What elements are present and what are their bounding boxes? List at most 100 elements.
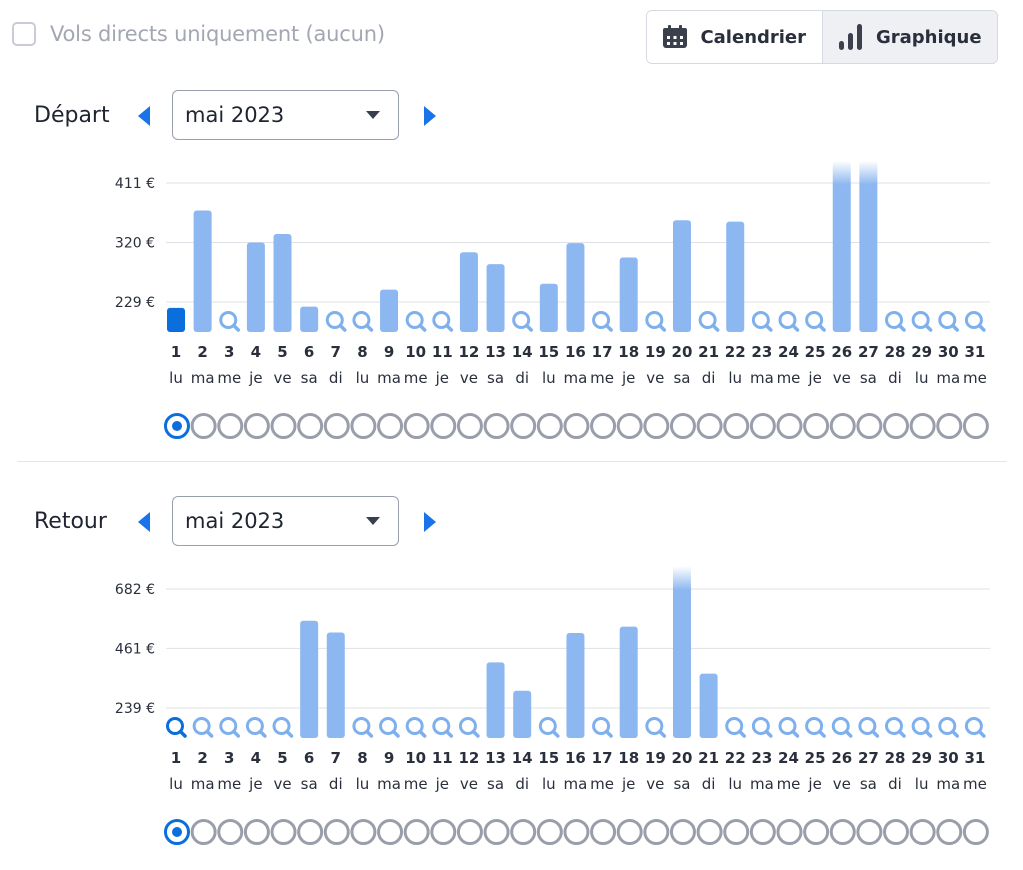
search-icon[interactable]: [379, 717, 400, 738]
day-radio-selected[interactable]: [164, 413, 190, 439]
day-radio[interactable]: [962, 819, 989, 845]
calendar-view-button[interactable]: Calendrier: [647, 11, 823, 63]
day-radio[interactable]: [377, 413, 404, 439]
day-radio[interactable]: [190, 413, 217, 439]
day-radio[interactable]: [749, 413, 776, 439]
search-icon[interactable]: [858, 717, 880, 738]
day-radio[interactable]: [723, 413, 750, 439]
chart-view-button[interactable]: Graphique: [822, 11, 997, 63]
day-radio[interactable]: [243, 413, 270, 439]
day-radio[interactable]: [856, 819, 883, 845]
day-radio-selected[interactable]: [164, 819, 190, 845]
price-bar[interactable]: [513, 690, 532, 738]
search-icon[interactable]: [219, 311, 241, 332]
day-radio[interactable]: [456, 413, 483, 439]
day-radio[interactable]: [962, 413, 989, 439]
price-bar[interactable]: [859, 160, 878, 332]
day-radio[interactable]: [829, 413, 856, 439]
price-bar[interactable]: [300, 620, 319, 738]
search-icon[interactable]: [964, 717, 986, 738]
price-bar[interactable]: [380, 289, 399, 332]
search-icon[interactable]: [512, 311, 533, 332]
search-icon[interactable]: [192, 717, 214, 738]
price-bar[interactable]: [672, 220, 691, 332]
search-icon[interactable]: [432, 717, 454, 738]
search-icon[interactable]: [698, 311, 720, 332]
price-bar[interactable]: [300, 306, 319, 332]
day-radio[interactable]: [217, 413, 244, 439]
price-bar[interactable]: [326, 632, 345, 738]
price-bar[interactable]: [246, 242, 265, 333]
day-radio[interactable]: [536, 819, 563, 845]
search-icon[interactable]: [166, 717, 187, 738]
day-radio[interactable]: [270, 413, 297, 439]
price-bar[interactable]: [699, 673, 718, 738]
arrow-left-icon[interactable]: [134, 510, 156, 534]
day-radio[interactable]: [190, 819, 217, 845]
search-icon[interactable]: [725, 717, 746, 738]
search-icon[interactable]: [805, 311, 826, 332]
day-radio[interactable]: [563, 819, 590, 845]
search-icon[interactable]: [964, 311, 986, 332]
price-bar[interactable]: [832, 160, 851, 332]
day-radio[interactable]: [643, 413, 670, 439]
search-icon[interactable]: [432, 311, 454, 332]
day-radio[interactable]: [590, 413, 617, 439]
search-icon[interactable]: [405, 717, 427, 738]
day-radio[interactable]: [323, 819, 350, 845]
price-bar[interactable]: [486, 662, 505, 738]
day-radio[interactable]: [483, 413, 510, 439]
price-bar[interactable]: [672, 566, 691, 738]
arrow-right-icon[interactable]: [418, 510, 440, 534]
day-radio[interactable]: [510, 819, 537, 845]
day-radio[interactable]: [856, 413, 883, 439]
direct-only-filter[interactable]: Vols directs uniquement (aucun): [12, 22, 385, 46]
search-icon[interactable]: [938, 311, 960, 332]
search-icon[interactable]: [751, 311, 773, 332]
search-icon[interactable]: [778, 717, 800, 738]
day-radio[interactable]: [936, 819, 963, 845]
day-radio[interactable]: [723, 819, 750, 845]
day-radio[interactable]: [377, 819, 404, 845]
day-radio[interactable]: [776, 413, 803, 439]
price-bar[interactable]: [273, 234, 292, 332]
return-month-select[interactable]: mai 2023: [172, 496, 399, 546]
departure-month-select[interactable]: mai 2023: [172, 90, 399, 140]
day-radio[interactable]: [883, 413, 910, 439]
search-icon[interactable]: [911, 311, 933, 332]
day-radio[interactable]: [616, 819, 643, 845]
day-radio[interactable]: [909, 413, 936, 439]
price-bar[interactable]: [459, 252, 478, 332]
day-radio[interactable]: [936, 413, 963, 439]
search-icon[interactable]: [272, 717, 294, 738]
search-icon[interactable]: [751, 717, 773, 738]
search-icon[interactable]: [245, 717, 267, 738]
search-icon[interactable]: [885, 717, 906, 738]
day-radio[interactable]: [430, 413, 457, 439]
search-icon[interactable]: [645, 311, 667, 332]
arrow-left-icon[interactable]: [134, 104, 156, 128]
search-icon[interactable]: [325, 311, 347, 332]
day-radio[interactable]: [323, 413, 350, 439]
arrow-right-icon[interactable]: [418, 104, 440, 128]
search-icon[interactable]: [352, 311, 374, 332]
search-icon[interactable]: [538, 717, 560, 738]
day-radio[interactable]: [510, 413, 537, 439]
day-radio[interactable]: [803, 413, 830, 439]
day-radio[interactable]: [536, 413, 563, 439]
day-radio[interactable]: [297, 413, 324, 439]
search-icon[interactable]: [592, 311, 613, 332]
price-bar[interactable]: [486, 264, 505, 332]
direct-only-checkbox[interactable]: [12, 22, 36, 46]
day-radio[interactable]: [430, 819, 457, 845]
day-radio[interactable]: [563, 413, 590, 439]
day-radio[interactable]: [669, 413, 696, 439]
search-icon[interactable]: [352, 717, 374, 738]
search-icon[interactable]: [938, 717, 960, 738]
day-radio[interactable]: [616, 413, 643, 439]
day-radio[interactable]: [590, 819, 617, 845]
day-radio[interactable]: [643, 819, 670, 845]
search-icon[interactable]: [405, 311, 427, 332]
search-icon[interactable]: [645, 717, 667, 738]
day-radio[interactable]: [217, 819, 244, 845]
